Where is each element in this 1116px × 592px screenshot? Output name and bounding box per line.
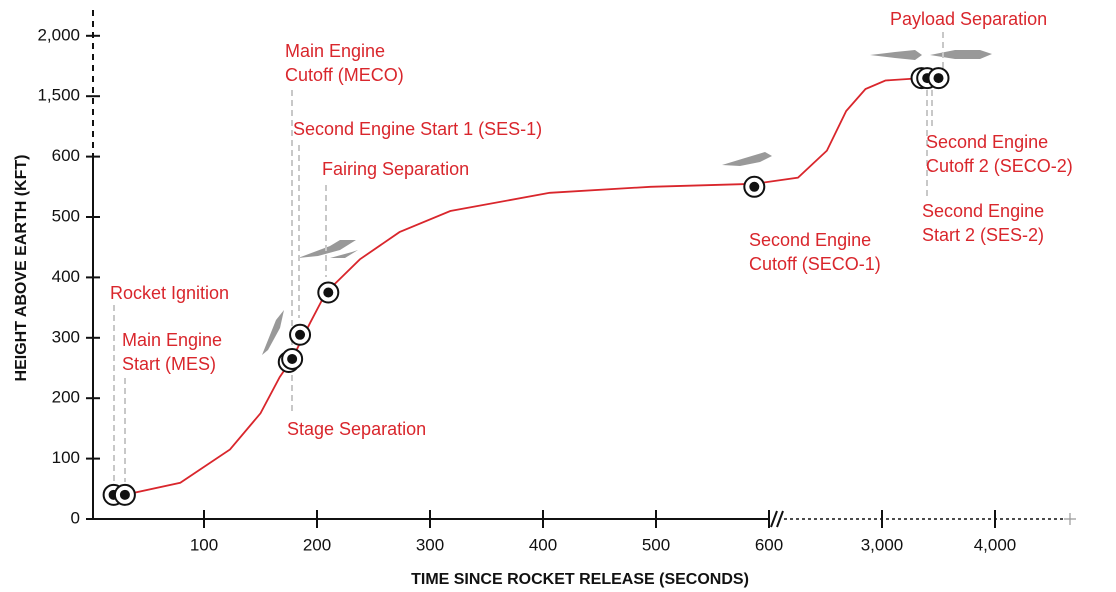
x-tick-label: 400	[529, 535, 557, 554]
y-tick-label: 2,000	[37, 25, 80, 44]
y-tick-label: 0	[71, 508, 80, 527]
x-tick-label: 200	[303, 535, 331, 554]
event-label: Cutoff 2 (SECO-2)	[926, 156, 1073, 176]
event-dot	[749, 181, 760, 192]
event-label: Main Engine	[285, 41, 385, 61]
x-tick-label: 300	[416, 535, 444, 554]
event-dot	[323, 287, 334, 298]
y-tick-label: 200	[52, 388, 80, 407]
event-marker	[113, 483, 136, 506]
x-tick-label: 3,000	[861, 535, 904, 554]
event-label: Second Engine	[922, 201, 1044, 221]
event-label: Payload Separation	[890, 9, 1047, 29]
y-tick-label: 1,500	[37, 86, 80, 105]
event-marker	[317, 281, 340, 304]
event-label: Main Engine	[122, 330, 222, 350]
event-label: Cutoff (MECO)	[285, 65, 404, 85]
event-dot	[933, 73, 944, 84]
event-label: Start (MES)	[122, 354, 216, 374]
event-dot	[119, 489, 130, 500]
x-axis-title: TIME SINCE ROCKET RELEASE (SECONDS)	[411, 571, 749, 588]
event-marker	[289, 323, 312, 346]
x-tick-label: 600	[755, 535, 783, 554]
y-tick-label: 100	[52, 448, 80, 467]
event-dot	[295, 329, 306, 340]
trajectory-line	[104, 77, 947, 496]
axis-end	[1064, 513, 1076, 525]
event-marker	[281, 347, 304, 370]
y-tick-label: 600	[52, 146, 80, 165]
x-tick-label: 4,000	[974, 535, 1017, 554]
x-tick-label: 500	[642, 535, 670, 554]
rocket-icon	[870, 50, 922, 60]
event-label: Stage Separation	[287, 419, 426, 439]
event-label: Second Engine Start 1 (SES-1)	[293, 119, 542, 139]
event-label: Start 2 (SES-2)	[922, 225, 1044, 245]
rocket-icon	[930, 50, 992, 59]
rocket-icon	[330, 250, 358, 258]
event-marker	[743, 175, 766, 198]
event-label: Second Engine	[926, 132, 1048, 152]
event-dot	[287, 353, 298, 364]
y-axis-title: HEIGHT ABOVE EARTH (KFT)	[13, 155, 30, 382]
event-label: Rocket Ignition	[110, 283, 229, 303]
event-label: Cutoff (SECO-1)	[749, 254, 881, 274]
axis-break	[770, 510, 784, 528]
x-tick-label: 100	[190, 535, 218, 554]
event-marker	[927, 67, 950, 90]
event-label: Second Engine	[749, 230, 871, 250]
event-label: Fairing Separation	[322, 159, 469, 179]
y-tick-label: 400	[52, 267, 80, 286]
y-tick-label: 300	[52, 327, 80, 346]
rocket-icon	[262, 310, 284, 355]
rocket-icons	[262, 50, 992, 355]
rocket-icon	[722, 152, 772, 166]
y-tick-label: 500	[52, 206, 80, 225]
